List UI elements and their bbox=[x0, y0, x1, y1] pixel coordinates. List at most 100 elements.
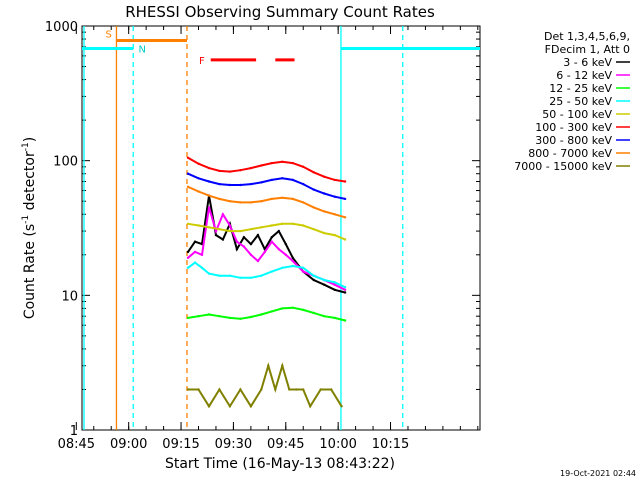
series-point-4 bbox=[239, 229, 242, 233]
series-point-8 bbox=[207, 405, 211, 408]
series-point-0 bbox=[343, 291, 347, 294]
series-point-3 bbox=[200, 266, 204, 269]
series-point-7 bbox=[333, 213, 336, 216]
series-point-5 bbox=[197, 162, 200, 165]
series-point-8 bbox=[197, 388, 200, 391]
plot-area: 1 10 100 1000 08:45 09:00 09:15 09:30 09:45 10:00… bbox=[45, 20, 481, 452]
series-point-2 bbox=[239, 317, 242, 320]
series-point-8 bbox=[302, 388, 305, 391]
series-point-8 bbox=[288, 388, 291, 391]
series-point-3 bbox=[270, 270, 273, 273]
series-point-6 bbox=[249, 182, 253, 186]
legend-entry-label: 7000 - 15000 keV bbox=[514, 160, 612, 173]
state-label-s: S bbox=[106, 30, 112, 41]
series-point-4 bbox=[312, 228, 315, 231]
series-point-6 bbox=[333, 195, 336, 198]
series-line-7 bbox=[187, 185, 346, 219]
series-point-3 bbox=[228, 274, 232, 277]
series-point-8 bbox=[295, 388, 298, 391]
series-point-7 bbox=[270, 197, 273, 201]
y-label-end: ) bbox=[22, 137, 38, 142]
series-point-5 bbox=[260, 164, 263, 167]
series-point-8 bbox=[218, 388, 221, 391]
series-point-4 bbox=[291, 222, 294, 225]
series-point-5 bbox=[239, 169, 242, 172]
series-point-6 bbox=[197, 177, 200, 180]
series-point-0 bbox=[284, 242, 287, 246]
legend-entry-label: 100 - 300 keV bbox=[535, 121, 612, 134]
series-point-7 bbox=[197, 190, 200, 193]
legend-entry-label: 6 - 12 keV bbox=[556, 69, 612, 82]
series-point-7 bbox=[186, 185, 190, 188]
series-point-3 bbox=[281, 266, 284, 269]
legend-header-line: FDecim 1, Att 0 bbox=[545, 43, 630, 56]
series-point-0 bbox=[221, 238, 225, 241]
series-point-6 bbox=[312, 188, 315, 191]
series-point-8 bbox=[186, 388, 190, 391]
series-point-1 bbox=[200, 253, 204, 256]
series-point-1 bbox=[256, 259, 260, 263]
series-point-0 bbox=[277, 229, 280, 233]
series-point-2 bbox=[207, 313, 211, 316]
series-point-2 bbox=[281, 307, 284, 310]
series-line-4 bbox=[187, 222, 346, 241]
series-point-4 bbox=[207, 226, 211, 229]
series-point-8 bbox=[228, 405, 232, 408]
series-point-0 bbox=[193, 240, 197, 243]
series-point-1 bbox=[277, 248, 280, 251]
series-line-2 bbox=[187, 306, 346, 322]
series-point-0 bbox=[312, 278, 315, 282]
series-point-7 bbox=[260, 200, 263, 203]
legend-entry-label: 3 - 6 keV bbox=[563, 56, 612, 69]
series-point-3 bbox=[260, 274, 263, 277]
series-point-2 bbox=[218, 315, 221, 318]
series-point-0 bbox=[256, 233, 260, 237]
x-tick-label: 10:15 bbox=[372, 437, 409, 452]
series-point-3 bbox=[291, 264, 294, 268]
series-point-1 bbox=[333, 283, 336, 286]
series-point-2 bbox=[323, 315, 326, 318]
series-point-5 bbox=[218, 169, 221, 173]
series-point-1 bbox=[343, 288, 347, 291]
series-point-8 bbox=[239, 388, 242, 391]
series-point-6 bbox=[343, 197, 347, 201]
series-point-6 bbox=[281, 177, 284, 180]
series-point-2 bbox=[291, 306, 294, 309]
series-point-3 bbox=[343, 286, 347, 289]
series-point-4 bbox=[281, 222, 284, 225]
series-point-0 bbox=[323, 283, 326, 286]
series-point-7 bbox=[249, 201, 253, 204]
y-label-rest: detector bbox=[22, 151, 38, 215]
x-tick-label: 09:45 bbox=[267, 437, 304, 452]
legend: Det 1,3,4,5,6,9,FDecim 1, Att 03 - 6 keV… bbox=[514, 30, 630, 173]
series-point-0 bbox=[270, 236, 273, 239]
series-point-1 bbox=[284, 253, 287, 256]
series-point-1 bbox=[214, 229, 218, 233]
series-point-2 bbox=[343, 319, 347, 322]
series-point-4 bbox=[218, 228, 221, 231]
y-tick-label: 10 bbox=[61, 289, 78, 304]
series-point-1 bbox=[193, 250, 197, 254]
state-label-n: N bbox=[138, 45, 145, 56]
series-point-7 bbox=[312, 206, 315, 209]
series-point-1 bbox=[263, 250, 266, 254]
series-point-5 bbox=[207, 166, 211, 170]
series-point-4 bbox=[228, 229, 232, 233]
series-point-2 bbox=[260, 313, 263, 316]
series-point-2 bbox=[186, 316, 190, 320]
series-point-6 bbox=[186, 172, 190, 175]
series-point-6 bbox=[291, 178, 294, 182]
y-label-sup2: -1 bbox=[21, 142, 31, 151]
series-point-7 bbox=[239, 201, 242, 204]
y-tick-label: 1000 bbox=[45, 20, 78, 35]
series-point-3 bbox=[312, 274, 315, 277]
series-point-4 bbox=[333, 233, 336, 237]
series-point-2 bbox=[249, 315, 253, 319]
series-point-3 bbox=[207, 272, 211, 275]
series-point-8 bbox=[330, 388, 333, 391]
y-label-main: Count Rate (s bbox=[22, 224, 38, 319]
series-point-3 bbox=[239, 276, 242, 279]
series-point-7 bbox=[343, 216, 347, 219]
legend-entry-label: 800 - 7000 keV bbox=[528, 147, 612, 160]
series-point-8 bbox=[267, 364, 270, 367]
